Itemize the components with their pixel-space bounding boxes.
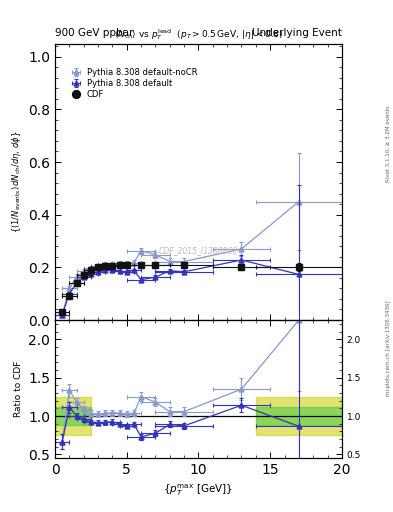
Y-axis label: $\{(1/N_\mathrm{events})\,dN_\mathrm{ch}/d\eta,\,d\phi\}$: $\{(1/N_\mathrm{events})\,dN_\mathrm{ch}… bbox=[9, 131, 23, 233]
Text: Rivet 3.1.10, ≥ 3.2M events: Rivet 3.1.10, ≥ 3.2M events bbox=[386, 105, 391, 182]
X-axis label: $\{p_T^\mathrm{max}$ [GeV]$\}$: $\{p_T^\mathrm{max}$ [GeV]$\}$ bbox=[163, 483, 233, 498]
Text: Underlying Event: Underlying Event bbox=[252, 28, 342, 38]
Bar bbox=[256, 397, 342, 435]
Bar bbox=[256, 407, 342, 425]
Text: 900 GeV ppbar: 900 GeV ppbar bbox=[55, 28, 133, 38]
Legend: Pythia 8.308 default-noCR, Pythia 8.308 default, CDF: Pythia 8.308 default-noCR, Pythia 8.308 … bbox=[68, 67, 198, 100]
Title: $\langle N_\mathrm{ch}\rangle$ vs $p_T^\mathrm{lead}$  $(p_T > 0.5\,\mathrm{GeV}: $\langle N_\mathrm{ch}\rangle$ vs $p_T^\… bbox=[114, 28, 283, 42]
Text: mcplots.cern.ch [arXiv:1306.3436]: mcplots.cern.ch [arXiv:1306.3436] bbox=[386, 301, 391, 396]
Bar bbox=[55, 407, 91, 425]
Bar bbox=[55, 397, 91, 435]
Y-axis label: Ratio to CDF: Ratio to CDF bbox=[14, 361, 23, 417]
Text: CDF_2015_I1388868: CDF_2015_I1388868 bbox=[159, 246, 238, 255]
